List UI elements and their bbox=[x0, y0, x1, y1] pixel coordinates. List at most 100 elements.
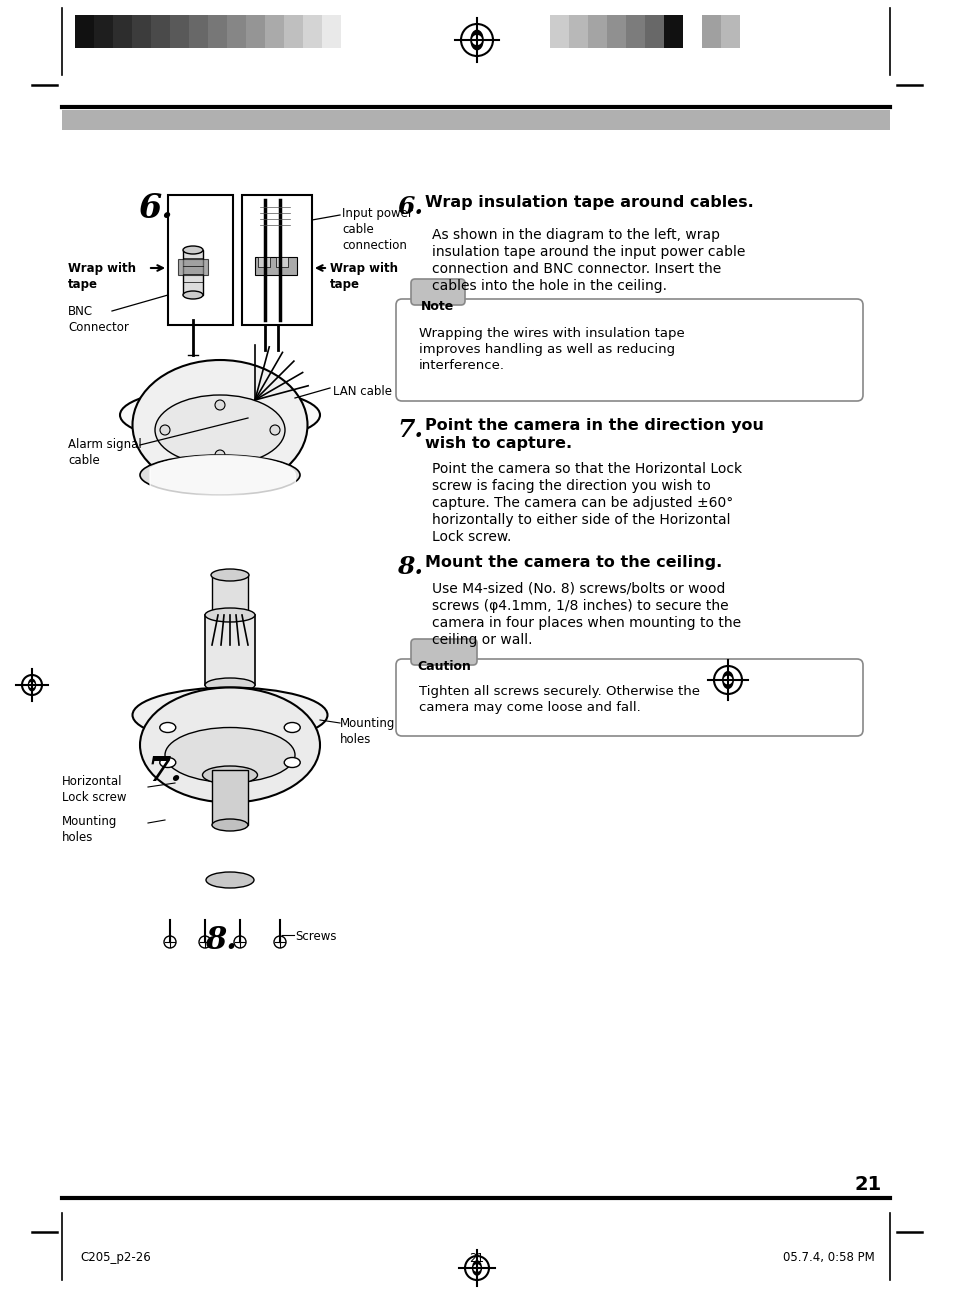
FancyBboxPatch shape bbox=[411, 278, 464, 306]
Text: Wrap with
tape: Wrap with tape bbox=[330, 262, 397, 291]
Circle shape bbox=[270, 425, 280, 435]
Text: interference.: interference. bbox=[418, 359, 504, 372]
Ellipse shape bbox=[140, 688, 319, 803]
Circle shape bbox=[214, 449, 225, 460]
Text: screws (φ4.1mm, 1/8 inches) to secure the: screws (φ4.1mm, 1/8 inches) to secure th… bbox=[432, 600, 728, 613]
Bar bbox=[340, 16, 359, 48]
Text: ceiling or wall.: ceiling or wall. bbox=[432, 633, 532, 648]
Text: Lock screw.: Lock screw. bbox=[432, 530, 511, 544]
Text: Caution: Caution bbox=[416, 660, 471, 673]
FancyBboxPatch shape bbox=[411, 638, 476, 666]
Bar bbox=[303, 16, 322, 48]
Bar bbox=[587, 16, 606, 48]
Bar bbox=[227, 16, 246, 48]
Text: 7.: 7. bbox=[396, 418, 423, 442]
Text: cables into the hole in the ceiling.: cables into the hole in the ceiling. bbox=[432, 278, 666, 293]
Bar bbox=[94, 16, 112, 48]
Text: Tighten all screws securely. Otherwise the: Tighten all screws securely. Otherwise t… bbox=[418, 685, 700, 698]
Text: Wrapping the wires with insulation tape: Wrapping the wires with insulation tape bbox=[418, 328, 684, 341]
Ellipse shape bbox=[205, 607, 254, 622]
Bar bbox=[550, 16, 568, 48]
Bar bbox=[701, 16, 720, 48]
Ellipse shape bbox=[202, 767, 257, 783]
Bar bbox=[625, 16, 644, 48]
Text: As shown in the diagram to the left, wrap: As shown in the diagram to the left, wra… bbox=[432, 228, 720, 242]
FancyBboxPatch shape bbox=[395, 299, 862, 401]
Text: 8.: 8. bbox=[205, 925, 236, 956]
Bar bbox=[257, 256, 270, 267]
Text: 05.7.4, 0:58 PM: 05.7.4, 0:58 PM bbox=[782, 1251, 874, 1264]
Ellipse shape bbox=[206, 872, 253, 888]
Text: Input power
cable
connection: Input power cable connection bbox=[341, 207, 413, 253]
Text: Note: Note bbox=[421, 300, 455, 313]
Bar bbox=[568, 16, 587, 48]
Bar bbox=[254, 256, 296, 275]
Bar bbox=[246, 16, 265, 48]
Circle shape bbox=[233, 936, 246, 948]
Bar bbox=[208, 16, 227, 48]
Ellipse shape bbox=[205, 679, 254, 692]
Bar bbox=[205, 615, 254, 685]
Text: Use M4-sized (No. 8) screws/bolts or wood: Use M4-sized (No. 8) screws/bolts or woo… bbox=[432, 581, 724, 596]
Ellipse shape bbox=[284, 758, 300, 768]
FancyBboxPatch shape bbox=[395, 659, 862, 736]
Ellipse shape bbox=[159, 758, 175, 768]
Text: 7.: 7. bbox=[148, 755, 183, 787]
Bar bbox=[242, 196, 312, 325]
Ellipse shape bbox=[132, 688, 327, 742]
Text: 21: 21 bbox=[854, 1175, 882, 1194]
Text: insulation tape around the input power cable: insulation tape around the input power c… bbox=[432, 245, 744, 259]
Bar bbox=[132, 16, 151, 48]
Ellipse shape bbox=[284, 723, 300, 733]
Bar bbox=[644, 16, 663, 48]
Ellipse shape bbox=[212, 818, 248, 831]
Bar bbox=[168, 196, 233, 325]
Text: screw is facing the direction you wish to: screw is facing the direction you wish t… bbox=[432, 479, 710, 493]
Text: 8.: 8. bbox=[396, 556, 423, 579]
Ellipse shape bbox=[154, 395, 285, 465]
Ellipse shape bbox=[165, 728, 294, 782]
Circle shape bbox=[722, 676, 732, 685]
Text: Horizontal
Lock screw: Horizontal Lock screw bbox=[62, 774, 127, 804]
Bar bbox=[151, 16, 170, 48]
Text: Wrap insulation tape around cables.: Wrap insulation tape around cables. bbox=[424, 196, 753, 210]
Text: horizontally to either side of the Horizontal: horizontally to either side of the Horiz… bbox=[432, 513, 730, 527]
Bar bbox=[682, 16, 701, 48]
Text: 6.: 6. bbox=[396, 196, 423, 219]
Bar bbox=[265, 16, 284, 48]
Bar bbox=[183, 250, 203, 295]
Text: camera may come loose and fall.: camera may come loose and fall. bbox=[418, 701, 640, 714]
Bar bbox=[322, 16, 340, 48]
Ellipse shape bbox=[183, 291, 203, 299]
Ellipse shape bbox=[183, 246, 203, 254]
Text: capture. The camera can be adjusted ±60°: capture. The camera can be adjusted ±60° bbox=[432, 496, 733, 510]
Circle shape bbox=[29, 681, 35, 688]
Circle shape bbox=[160, 425, 170, 435]
Bar bbox=[112, 16, 132, 48]
Text: Mount the camera to the ceiling.: Mount the camera to the ceiling. bbox=[424, 556, 721, 570]
Text: Screws: Screws bbox=[294, 930, 336, 943]
Text: wish to capture.: wish to capture. bbox=[424, 436, 572, 451]
Ellipse shape bbox=[159, 723, 175, 733]
Text: BNC
Connector: BNC Connector bbox=[68, 306, 129, 334]
Ellipse shape bbox=[28, 679, 36, 692]
Text: Mounting
holes: Mounting holes bbox=[339, 717, 395, 746]
Text: camera in four places when mounting to the: camera in four places when mounting to t… bbox=[432, 616, 740, 629]
Ellipse shape bbox=[120, 387, 319, 443]
Bar bbox=[212, 575, 248, 615]
Text: Point the camera in the direction you: Point the camera in the direction you bbox=[424, 418, 763, 433]
Bar bbox=[189, 16, 208, 48]
Bar bbox=[75, 16, 94, 48]
Circle shape bbox=[214, 400, 225, 411]
Text: LAN cable: LAN cable bbox=[333, 385, 392, 398]
Text: connection and BNC connector. Insert the: connection and BNC connector. Insert the bbox=[432, 262, 720, 276]
Ellipse shape bbox=[470, 30, 483, 51]
Bar bbox=[284, 16, 303, 48]
Bar bbox=[178, 259, 208, 275]
Text: Point the camera so that the Horizontal Lock: Point the camera so that the Horizontal … bbox=[432, 462, 741, 477]
Ellipse shape bbox=[132, 360, 307, 490]
Circle shape bbox=[199, 936, 211, 948]
Bar bbox=[720, 16, 740, 48]
Bar bbox=[62, 110, 889, 130]
Circle shape bbox=[472, 35, 481, 45]
